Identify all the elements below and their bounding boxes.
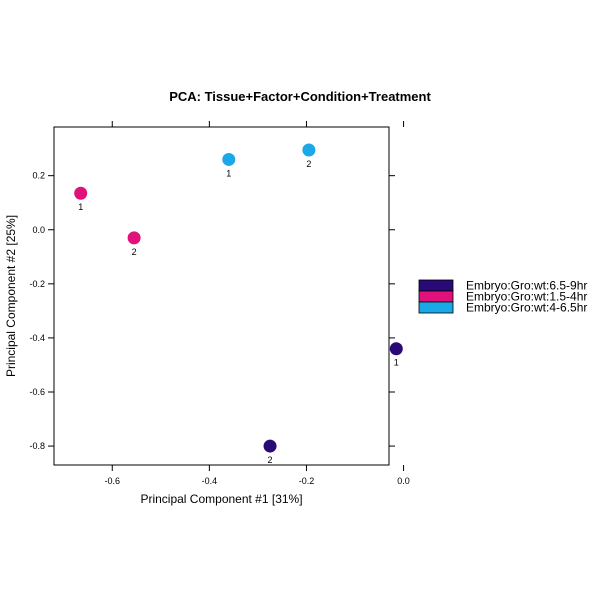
plot-frame: [53, 126, 390, 466]
data-point: [263, 439, 277, 453]
point-label: 1: [78, 202, 83, 212]
x-tick-label: -0.2: [299, 476, 315, 486]
data-point: [74, 186, 88, 200]
x-tick-label: 0.0: [397, 476, 410, 486]
legend-swatch: [418, 279, 454, 292]
y-tick-label: -0.6: [29, 387, 45, 397]
data-points: 1 2 1 2 1 2: [74, 143, 403, 465]
x-tick-label: -0.4: [202, 476, 218, 486]
data-point: [302, 143, 316, 157]
y-tick-label: 0.0: [32, 225, 45, 235]
axes: -0.6 -0.4 -0.2 0.0 0.2 0.0 -0.2 -0.4 -0.6 -0.8: [29, 121, 410, 486]
data-point: [389, 342, 403, 356]
point-label: 2: [306, 159, 311, 169]
point-label: 1: [394, 358, 399, 368]
y-tick-label: -0.8: [29, 441, 45, 451]
point-label: 2: [132, 247, 137, 257]
legend: Embryo:Gro:wt:6.5-9hrEmbryo:Gro:wt:1.5-4…: [418, 279, 587, 315]
chart-title: PCA: Tissue+Factor+Condition+Treatment: [169, 89, 431, 104]
legend-swatch: [418, 290, 454, 303]
point-label: 2: [268, 455, 273, 465]
point-label: 1: [226, 168, 231, 178]
data-point: [222, 152, 236, 166]
y-tick-label: -0.4: [29, 333, 45, 343]
legend-swatch: [418, 301, 454, 314]
legend-label: Embryo:Gro:wt:6.5-9hr: [466, 279, 587, 293]
legend-label: Embryo:Gro:wt:1.5-4hr: [466, 290, 587, 304]
legend-label: Embryo:Gro:wt:4-6.5hr: [466, 301, 587, 315]
data-point: [127, 231, 141, 245]
y-tick-label: -0.2: [29, 279, 45, 289]
y-axis-label: Principal Component #2 [25%]: [4, 215, 18, 377]
y-tick-label: 0.2: [32, 171, 45, 181]
x-axis-label: Principal Component #1 [31%]: [140, 492, 302, 506]
x-tick-label: -0.6: [105, 476, 121, 486]
